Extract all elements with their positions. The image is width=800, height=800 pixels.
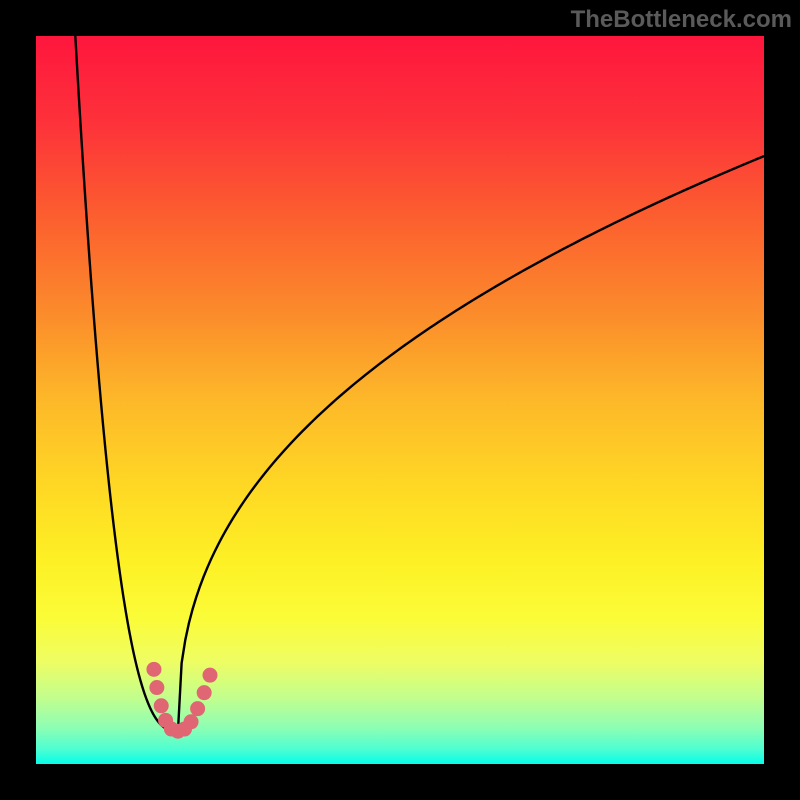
dip-marker: [184, 714, 199, 729]
watermark-text: TheBottleneck.com: [571, 6, 792, 34]
dip-marker: [202, 668, 217, 683]
dip-marker: [149, 680, 164, 695]
bottleneck-curve: [36, 36, 764, 764]
dip-marker: [197, 685, 212, 700]
chart-frame: TheBottleneck.com: [0, 0, 800, 800]
dip-marker: [190, 701, 205, 716]
plot-area: [36, 36, 764, 764]
right-curve: [178, 156, 764, 731]
left-curve: [75, 36, 178, 731]
dip-marker: [146, 662, 161, 677]
dip-marker: [154, 698, 169, 713]
